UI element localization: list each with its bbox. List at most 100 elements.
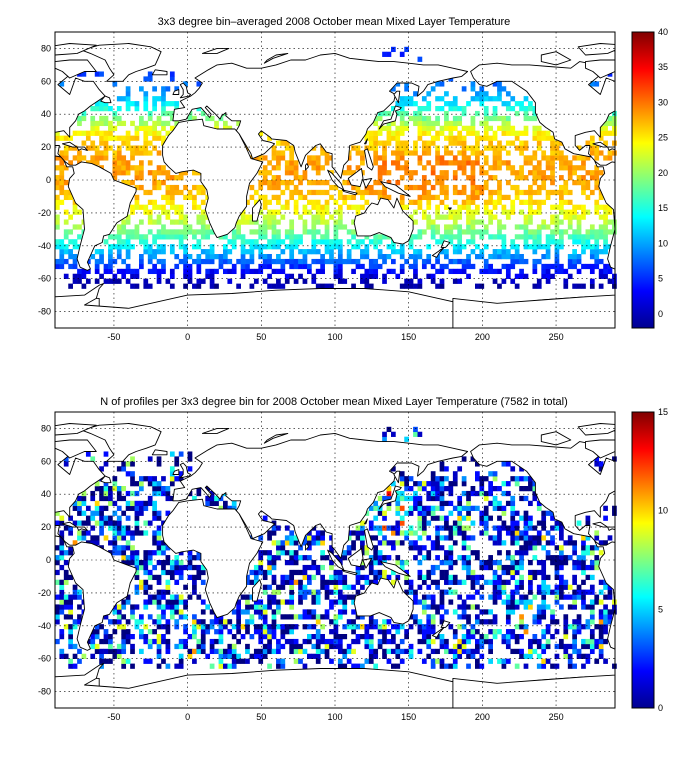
heatmap-cell (497, 229, 502, 235)
heatmap-cell (267, 584, 272, 590)
heatmap-cell (594, 560, 600, 566)
heatmap-cell (532, 115, 538, 122)
heatmap-cell (178, 574, 184, 581)
heatmap-cell (505, 614, 511, 620)
heatmap-cell (192, 184, 197, 191)
heatmap-cell (192, 564, 197, 571)
heatmap-cell (444, 101, 449, 107)
heatmap-cell (475, 184, 480, 191)
heatmap-cell (147, 500, 153, 507)
heatmap-cell (426, 214, 432, 220)
heatmap-cell (72, 653, 78, 659)
heatmap-cell (165, 560, 171, 566)
heatmap-cell (399, 515, 405, 521)
heatmap-cell (408, 545, 414, 551)
heatmap-cell (134, 150, 140, 156)
heatmap-cell (307, 614, 312, 620)
heatmap-cell (360, 634, 365, 640)
heatmap-cell (333, 599, 339, 605)
heatmap-cell (386, 658, 392, 664)
heatmap-cell (408, 115, 414, 122)
heatmap-cell (603, 505, 608, 511)
heatmap-cell (227, 629, 233, 635)
heatmap-cell (258, 249, 264, 255)
heatmap-cell (382, 634, 387, 640)
heatmap-cell (249, 569, 255, 576)
heatmap-cell (262, 569, 268, 576)
heatmap-cell (497, 564, 502, 571)
heatmap-cell (554, 145, 560, 151)
heatmap-cell (55, 594, 60, 600)
heatmap-cell (550, 180, 555, 186)
heatmap-cell (262, 254, 268, 260)
heatmap-cell (550, 155, 555, 161)
heatmap-cell (289, 189, 295, 196)
heatmap-cell (112, 550, 118, 556)
heatmap-cell (72, 209, 78, 215)
heatmap-cell (333, 263, 339, 270)
heatmap-cell (324, 189, 330, 196)
heatmap-cell (169, 115, 175, 122)
heatmap-cell (103, 490, 109, 497)
heatmap-cell (165, 110, 171, 117)
heatmap-cell (603, 130, 608, 136)
heatmap-cell (196, 638, 202, 645)
heatmap-cell (488, 254, 493, 260)
heatmap-cell (417, 234, 423, 240)
heatmap-cell (183, 194, 188, 201)
heatmap-cell (59, 170, 65, 176)
heatmap-cell (337, 244, 343, 250)
heatmap-cell (581, 638, 586, 645)
heatmap-cell (346, 254, 352, 260)
heatmap-cell (594, 658, 600, 664)
heatmap-cell (320, 584, 325, 590)
heatmap-cell (514, 564, 520, 571)
heatmap-cell (603, 629, 608, 635)
heatmap-cell (510, 466, 516, 472)
heatmap-cell (603, 224, 608, 230)
heatmap-cell (528, 101, 533, 107)
heatmap-cell (72, 258, 78, 265)
heatmap-cell (404, 481, 409, 487)
heatmap-cell (63, 249, 69, 255)
heatmap-cell (183, 254, 188, 260)
heatmap-cell (77, 619, 82, 625)
heatmap-cell (121, 466, 127, 472)
heatmap-cell (231, 244, 237, 250)
heatmap-cell (435, 209, 440, 215)
heatmap-cell (320, 268, 325, 275)
heatmap-cell (439, 495, 445, 502)
heatmap-cell (439, 189, 445, 196)
heatmap-cell (421, 520, 427, 526)
heatmap-cell (475, 629, 480, 635)
heatmap-cell (479, 530, 485, 536)
heatmap-cell (280, 150, 286, 156)
heatmap-cell (320, 214, 325, 220)
heatmap-cell (435, 579, 440, 585)
heatmap-cell (169, 76, 175, 82)
heatmap-cell (346, 204, 352, 210)
heatmap-cell (404, 629, 409, 635)
heatmap-cell (461, 476, 467, 482)
heatmap-cell (391, 569, 396, 576)
land-polygon (362, 557, 373, 569)
heatmap-cell (187, 653, 193, 659)
heatmap-cell (161, 258, 166, 265)
heatmap-cell (329, 604, 334, 610)
heatmap-cell (399, 249, 405, 255)
heatmap-cell (377, 254, 383, 260)
heatmap-cell (174, 101, 180, 107)
heatmap-cell (550, 525, 555, 531)
heatmap-cell (603, 624, 608, 630)
heatmap-cell (541, 199, 547, 205)
heatmap-cell (528, 184, 533, 191)
heatmap-cell (121, 629, 127, 635)
heatmap-cell (475, 614, 480, 620)
heatmap-cell (55, 224, 60, 230)
heatmap-cell (510, 476, 516, 482)
heatmap-cell (505, 120, 511, 127)
coastlines (55, 43, 615, 328)
heatmap-cell (528, 204, 533, 210)
heatmap-cell (284, 550, 290, 556)
heatmap-cell (479, 564, 485, 571)
